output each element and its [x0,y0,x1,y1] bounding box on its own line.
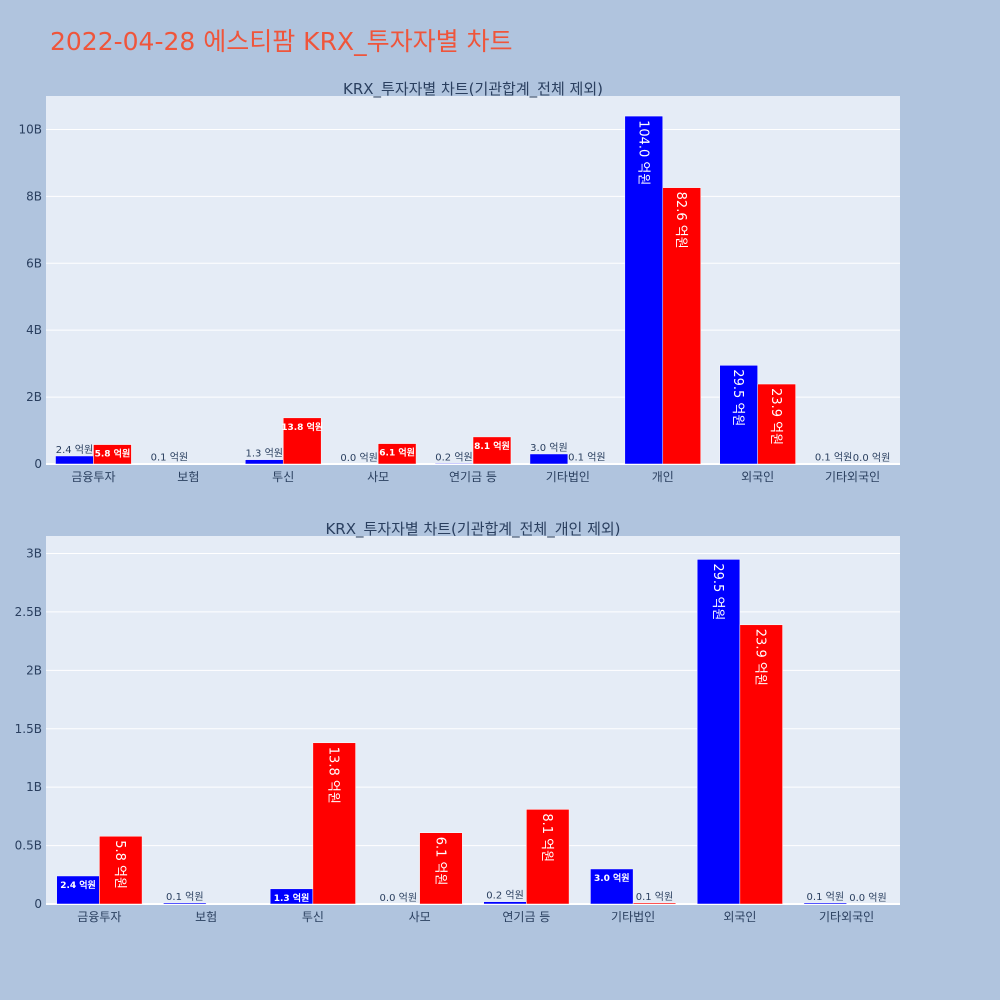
y-tick-label: 1B [26,780,42,794]
bar-label: 0.1 억원 [166,891,203,903]
y-tick-label: 3B [26,547,42,561]
bar-label: 6.1 억원 [379,447,415,459]
bar-label: 3.0 억원 [594,872,630,884]
bar-label: 0.1 억원 [636,891,673,903]
bar-label: 23.9 억원 [753,629,768,686]
bar-label: 6.1 억원 [432,837,447,886]
bar [624,115,664,465]
x-tick-label: 사모 [409,910,431,924]
x-tick-label: 기타외국인 [819,910,874,924]
x-tick-label: 연기금 등 [502,910,550,924]
y-tick-label: 2.5B [15,605,42,619]
x-tick-label: 기타법인 [611,910,655,924]
bar [56,875,100,905]
x-tick-label: 기타외국인 [825,470,880,484]
bar [377,443,417,465]
bar [472,436,512,465]
bar [803,902,847,905]
chart-title: KRX_투자자별 차트(기관합계_전체 제외) [343,80,603,99]
bar-label: 5.8 억원 [95,448,131,460]
bar-label: 29.5 억원 [710,563,725,620]
x-tick-label: 투신 [272,470,294,484]
chart-top: KRX_투자자별 차트(기관합계_전체 제외) 0 2B 4B 6B 8B 10B 금융투자 2… [18,80,900,484]
bar [163,902,207,905]
bar-label: 0.1 억원 [151,452,188,464]
bar [245,459,284,465]
y-tick-label: 6B [26,256,42,270]
x-tick-label: 사모 [367,470,389,484]
bar-label: 0.1 억원 [815,452,852,464]
x-tick-label: 외국인 [741,470,774,484]
y-tick-label: 0.5B [15,839,42,853]
x-tick-label: 보험 [177,470,199,484]
bar-label: 0.2 억원 [435,451,472,463]
bar [529,453,569,465]
bar [757,383,796,465]
bar [312,742,356,905]
bar-label: 0.0 억원 [340,452,377,464]
bar [55,455,94,465]
x-tick-label: 외국인 [723,910,756,924]
chart-title: KRX_투자자별 차트(기관합계_전체_개인 제외) [325,520,620,539]
bar-label: 5.8 억원 [112,840,127,889]
y-tick-label: 2B [26,663,42,677]
x-tick-label: 금융투자 [77,910,121,924]
bar-label: 8.1 억원 [539,813,554,862]
bar-label: 1.3 억원 [274,892,310,904]
bar [526,809,570,905]
bar-label: 2.4 억원 [60,879,96,891]
page-title: 2022-04-28 에스티팜 KRX_투자자별 차트 [50,27,513,56]
bar [282,417,322,465]
bar [93,444,132,465]
x-tick-label: 보험 [195,910,217,924]
bar-label: 2.4 억원 [56,444,93,456]
bar [590,868,634,905]
y-tick-label: 0 [34,897,42,911]
bar-label: 23.9 억원 [768,388,783,445]
bar [632,902,677,905]
bar-label: 0.2 억원 [486,890,523,902]
x-tick-label: 금융투자 [71,470,115,484]
bar [419,832,463,905]
x-tick-label: 연기금 등 [449,470,497,484]
x-tick-label: 개인 [652,470,674,484]
bar-label: 0.1 억원 [807,891,844,903]
bar-label: 3.0 억원 [530,442,567,454]
bar-label: 104.0 억원 [635,120,650,185]
y-tick-label: 4B [26,323,42,337]
y-tick-label: 2B [26,390,42,404]
bar-label: 13.8 억원 [281,421,323,433]
x-tick-label: 투신 [302,910,324,924]
bar [483,901,527,905]
bar [696,559,741,905]
bar-label: 29.5 억원 [730,369,745,426]
x-tick-label: 기타법인 [546,470,590,484]
bar-label: 1.3 억원 [246,448,283,460]
bar [99,835,143,905]
bar-label: 0.0 억원 [849,892,886,904]
chart-bottom: KRX_투자자별 차트(기관합계_전체_개인 제외) 0 0.5B 1B 1.5B 2B 2… [15,520,900,924]
y-tick-label: 10B [18,122,42,136]
bar-label: 13.8 억원 [326,747,341,804]
bar-label: 82.6 억원 [673,192,688,249]
bar-label: 0.0 억원 [380,892,417,904]
bar [434,463,474,465]
bar-label: 8.1 억원 [474,440,510,452]
bar [662,187,701,465]
y-tick-label: 1.5B [15,722,42,736]
bar-label: 0.0 억원 [853,452,890,464]
bar [739,624,783,905]
y-tick-label: 0 [34,457,42,471]
y-tick-label: 8B [26,189,42,203]
bar-label: 0.1 억원 [568,452,605,464]
